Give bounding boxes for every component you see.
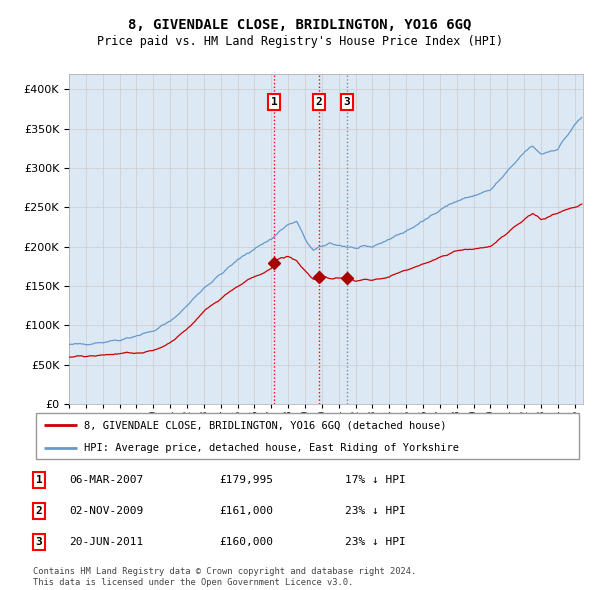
Text: 20-JUN-2011: 20-JUN-2011 [69,537,143,547]
Text: 1: 1 [35,475,43,484]
Text: 23% ↓ HPI: 23% ↓ HPI [345,537,406,547]
Text: Contains HM Land Registry data © Crown copyright and database right 2024.
This d: Contains HM Land Registry data © Crown c… [33,568,416,586]
Text: 8, GIVENDALE CLOSE, BRIDLINGTON, YO16 6GQ (detached house): 8, GIVENDALE CLOSE, BRIDLINGTON, YO16 6G… [84,421,446,431]
Text: 2: 2 [316,97,323,107]
Text: £161,000: £161,000 [219,506,273,516]
Text: £160,000: £160,000 [219,537,273,547]
Text: Price paid vs. HM Land Registry's House Price Index (HPI): Price paid vs. HM Land Registry's House … [97,35,503,48]
FancyBboxPatch shape [36,413,579,459]
Text: 23% ↓ HPI: 23% ↓ HPI [345,506,406,516]
Text: 2: 2 [35,506,43,516]
Text: 06-MAR-2007: 06-MAR-2007 [69,475,143,484]
Text: 1: 1 [271,97,278,107]
Text: £179,995: £179,995 [219,475,273,484]
Text: 3: 3 [343,97,350,107]
Text: 8, GIVENDALE CLOSE, BRIDLINGTON, YO16 6GQ: 8, GIVENDALE CLOSE, BRIDLINGTON, YO16 6G… [128,18,472,32]
Text: 02-NOV-2009: 02-NOV-2009 [69,506,143,516]
Text: 3: 3 [35,537,43,547]
Text: 17% ↓ HPI: 17% ↓ HPI [345,475,406,484]
Text: HPI: Average price, detached house, East Riding of Yorkshire: HPI: Average price, detached house, East… [84,442,459,453]
